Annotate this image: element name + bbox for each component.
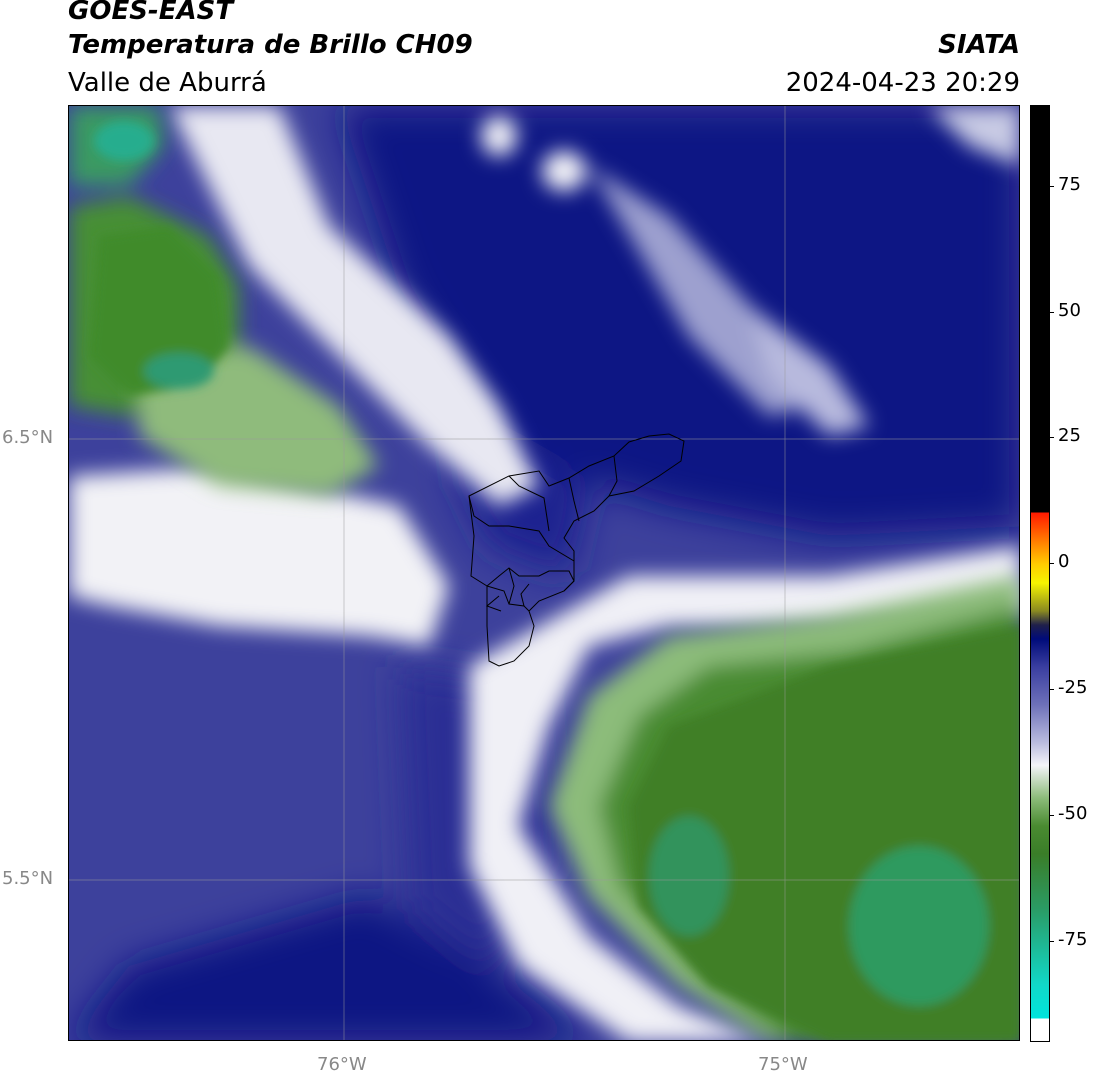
- colorbar-tick-mark: [1050, 941, 1054, 943]
- colorbar-tick-mark: [1050, 689, 1054, 691]
- bright-cloud-bands: [69, 106, 1019, 1040]
- aburra-valley-boundaries: [468, 433, 685, 667]
- colorbar-tick-label: -25: [1058, 677, 1088, 699]
- lat-label-6-5n: 6.5°N: [2, 427, 54, 448]
- map-field: [69, 106, 1019, 1040]
- colorbar-tick-label: 0: [1058, 551, 1070, 573]
- colorbar-tick-mark: [1050, 815, 1054, 817]
- colorbar-tick-label: 75: [1058, 173, 1081, 195]
- colorbar-tick-label: -75: [1058, 929, 1088, 951]
- brightness-temperature-map: [68, 105, 1020, 1041]
- colorbar-tick-mark: [1050, 437, 1054, 439]
- lon-label-76w: 76°W: [317, 1054, 367, 1075]
- clear-sky-cores: [89, 121, 1019, 1040]
- temperature-colorbar: [1030, 105, 1050, 1042]
- datetime-label: 2024-04-23 20:29: [785, 68, 1020, 98]
- colorbar-tick-label: -50: [1058, 803, 1088, 825]
- region-label: Valle de Aburrá: [68, 68, 267, 98]
- colorbar-tick-mark: [1050, 563, 1054, 565]
- lat-label-5-5n: 5.5°N: [2, 868, 54, 889]
- colorbar-tick-label: 50: [1058, 299, 1081, 321]
- colorbar-tick-label: 25: [1058, 425, 1081, 447]
- source-label: SIATA: [938, 30, 1020, 60]
- product-title: Temperatura de Brillo CH09: [68, 30, 473, 60]
- graticule: [69, 106, 1019, 1040]
- colorbar-tick-mark: [1050, 185, 1054, 187]
- colorbar-tick-mark: [1050, 311, 1054, 313]
- satellite-title: GOES-EAST: [68, 0, 234, 26]
- lon-label-75w: 75°W: [758, 1054, 808, 1075]
